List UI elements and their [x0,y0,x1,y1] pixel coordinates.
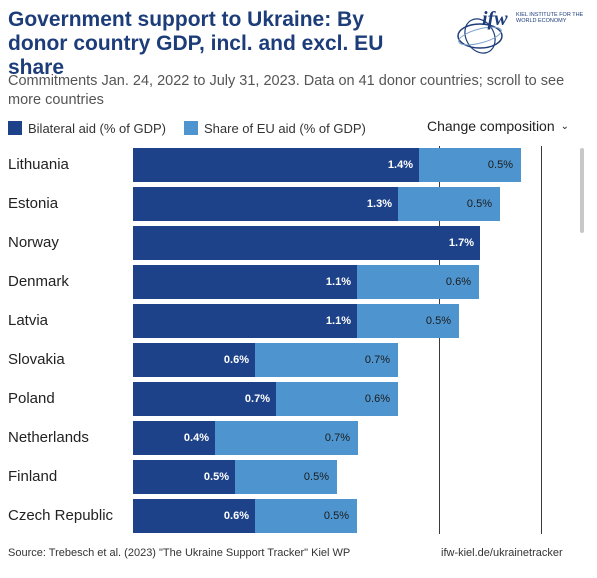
data-label: 1.1% [325,315,351,327]
legend-item-bilateral[interactable]: Bilateral aid (% of GDP) [8,121,166,136]
bar-row[interactable]: Latvia 1.1% 0.5% [0,302,597,340]
logo-institute-name: KIEL INSTITUTE FOR THE WORLD ECONOMY [516,12,584,24]
chart-title: Government support to Ukraine: By donor … [8,8,384,79]
category-label: Finland [8,468,58,485]
data-label: 0.7% [324,432,350,444]
chart-subtitle: Commitments Jan. 24, 2022 to July 31, 20… [8,73,565,108]
chart-legend: Bilateral aid (% of GDP) Share of EU aid… [8,118,384,138]
data-label: 1.7% [448,237,474,249]
data-label: 0.5% [303,471,329,483]
globe-icon [457,18,503,54]
gridline-1 [439,146,440,534]
bar-row[interactable]: Denmark 1.1% 0.6% [0,263,597,301]
bar-bilateral[interactable]: 1.7% [133,226,480,260]
bar-row[interactable]: Lithuania 1.4% 0.5% [0,146,597,184]
ifw-logo: ifw KIEL INSTITUTE FOR THE WORLD ECONOMY [452,6,583,64]
data-label: 1.1% [325,276,351,288]
change-composition-dropdown[interactable]: Change composition ⌄ [427,118,569,134]
data-label: 1.3% [366,198,392,210]
bar-bilateral[interactable]: 0.6% [133,343,255,377]
bar-bilateral[interactable]: 0.4% [133,421,215,455]
bar-eu-share[interactable]: 0.6% [276,382,398,416]
tracker-link[interactable]: ifw-kiel.de/ukrainetracker [441,547,563,559]
data-label: 0.4% [183,432,209,444]
category-label: Lithuania [8,156,69,173]
scrollbar-thumb[interactable] [580,148,584,233]
chart-plot-area: Lithuania 1.4% 0.5% Estonia 1.3% 0.5% Norway 1.… [0,146,597,546]
data-label: 0.5% [323,510,349,522]
chevron-down-icon: ⌄ [560,120,570,132]
bar-bilateral[interactable]: 1.3% [133,187,398,221]
bar-row[interactable]: Slovakia 0.6% 0.7% [0,341,597,379]
data-label: 0.6% [364,393,390,405]
data-label: 0.5% [487,159,513,171]
bar-bilateral[interactable]: 0.7% [133,382,276,416]
bar-eu-share[interactable]: 0.7% [215,421,358,455]
bar-eu-share[interactable]: 0.6% [357,265,479,299]
bar-bilateral[interactable]: 1.1% [133,304,357,338]
legend-swatch-eu [184,121,198,135]
data-label: 0.5% [203,471,229,483]
source-note: Source: Trebesch et al. (2023) "The Ukra… [8,547,351,559]
bar-eu-share[interactable]: 0.5% [419,148,521,182]
bar-eu-share[interactable]: 0.5% [357,304,459,338]
bar-eu-share[interactable]: 0.5% [255,499,357,533]
data-label: 0.5% [466,198,492,210]
bar-row[interactable]: Finland 0.5% 0.5% [0,458,597,496]
category-label: Norway [8,234,59,251]
gridline-2 [541,146,542,534]
bar-row[interactable]: Poland 0.7% 0.6% [0,380,597,418]
bar-row[interactable]: Norway 1.7% [0,224,597,262]
legend-swatch-bilateral [8,121,22,135]
bar-bilateral[interactable]: 0.5% [133,460,235,494]
category-label: Denmark [8,273,69,290]
legend-label-eu: Share of EU aid (% of GDP) [204,120,366,136]
logo-mark: ifw [482,8,508,30]
bar-eu-share[interactable]: 0.5% [235,460,337,494]
category-label: Poland [8,390,55,407]
legend-item-eu[interactable]: Share of EU aid (% of GDP) [184,121,366,136]
data-label: 0.7% [244,393,270,405]
category-label: Czech Republic [8,507,114,524]
data-label: 1.4% [387,159,413,171]
category-label: Slovakia [8,351,65,368]
category-label: Estonia [8,195,59,212]
bar-bilateral[interactable]: 1.4% [133,148,419,182]
bar-row[interactable]: Estonia 1.3% 0.5% [0,185,597,223]
data-label: 0.5% [425,315,451,327]
change-composition-label: Change composition [427,118,555,134]
bar-bilateral[interactable]: 0.6% [133,499,255,533]
legend-label-bilateral: Bilateral aid (% of GDP) [28,120,166,136]
bar-bilateral[interactable]: 1.1% [133,265,357,299]
category-label: Latvia [8,312,49,329]
bar-row[interactable]: Netherlands 0.4% 0.7% [0,419,597,457]
bar-eu-share[interactable]: 0.5% [398,187,500,221]
category-label: Netherlands [8,429,89,446]
data-label: 0.7% [364,354,390,366]
data-label: 0.6% [223,354,249,366]
bar-eu-share[interactable]: 0.7% [255,343,398,377]
data-label: 0.6% [445,276,471,288]
data-label: 0.6% [223,510,249,522]
bar-row[interactable]: Czech Republic 0.6% 0.5% [0,497,597,535]
